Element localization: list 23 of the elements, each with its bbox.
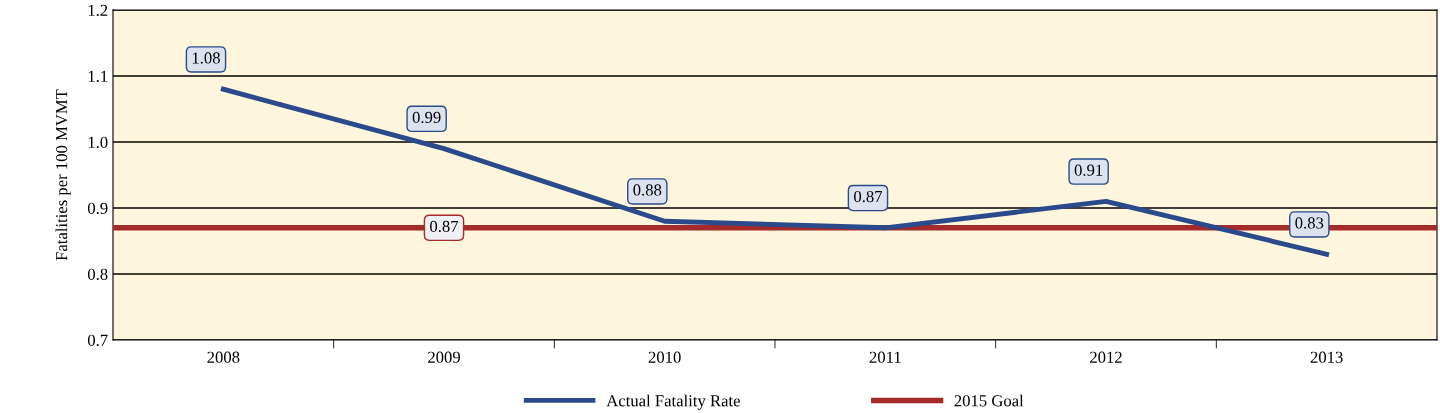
line-series bbox=[220, 86, 1330, 257]
y-tick-label: 0.7 bbox=[87, 334, 108, 347]
y-axis-title: Fatalities per 100 MVMT bbox=[55, 89, 71, 261]
x-tick-label: 2013 bbox=[1310, 351, 1343, 363]
y-tick-label: 0.8 bbox=[87, 268, 108, 281]
data-label: 0.99 bbox=[412, 111, 441, 124]
data-label: 0.87 bbox=[854, 190, 883, 203]
data-label: 0.83 bbox=[1295, 217, 1324, 229]
annotation: 0.87 bbox=[430, 220, 459, 233]
legend-label: 2015 Goal bbox=[954, 394, 1024, 407]
x-tick-label: 2012 bbox=[1090, 351, 1122, 363]
data-label: 0.91 bbox=[1074, 164, 1103, 176]
x-tick-label: 2010 bbox=[648, 351, 681, 363]
data-label: 1.08 bbox=[192, 52, 220, 64]
data-label: 0.88 bbox=[633, 184, 662, 196]
x-tick-label: 2008 bbox=[207, 351, 240, 363]
y-tick-label: 1.2 bbox=[88, 4, 108, 17]
x-tick-label: 2011 bbox=[869, 351, 901, 363]
legend-label: Actual Fatality Rate bbox=[606, 394, 740, 410]
y-tick-label: 0.9 bbox=[87, 202, 108, 215]
x-tick-label: 2009 bbox=[428, 351, 460, 363]
y-tick-label: 1.1 bbox=[88, 70, 108, 83]
y-tick-label: 1.0 bbox=[88, 136, 108, 149]
